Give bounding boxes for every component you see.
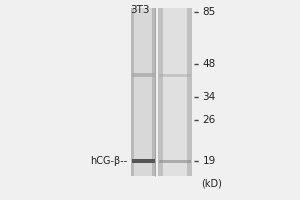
Bar — [159, 160, 190, 163]
Text: 19: 19 — [202, 156, 216, 166]
Bar — [130, 8, 156, 176]
Text: 26: 26 — [202, 115, 216, 125]
Text: hCG-β--: hCG-β-- — [90, 156, 128, 166]
Bar — [134, 8, 152, 176]
Bar — [158, 8, 192, 176]
Text: (kD): (kD) — [202, 178, 223, 188]
Text: 48: 48 — [202, 59, 216, 69]
Text: 3T3: 3T3 — [131, 5, 150, 15]
Bar — [159, 74, 190, 77]
Bar — [132, 73, 154, 77]
Bar — [132, 159, 154, 163]
Bar — [163, 8, 187, 176]
Text: 85: 85 — [202, 7, 216, 17]
Text: 34: 34 — [202, 92, 216, 102]
